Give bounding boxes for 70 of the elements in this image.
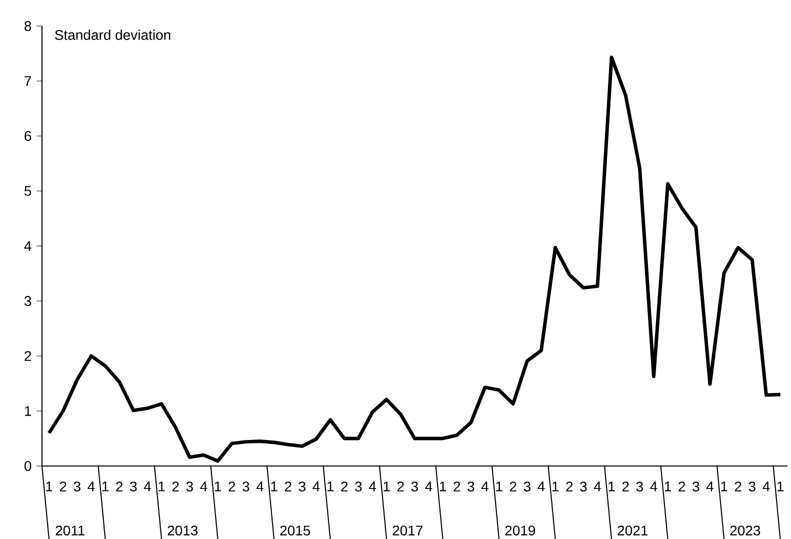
x-tick-label: 3 <box>580 482 587 492</box>
x-tick-label: 3 <box>748 482 756 492</box>
x-tick-label: 4 <box>594 482 601 492</box>
x-tick-label: 3 <box>74 482 80 492</box>
x-tick-label: 2 <box>454 482 460 492</box>
y-tick-label: 1 <box>25 406 32 416</box>
y-tick-label: 7 <box>24 76 32 86</box>
x-tick-label: 3 <box>355 482 362 492</box>
x-tick-label: 1 <box>384 482 390 492</box>
x-tick-label: 3 <box>242 482 250 492</box>
x-tick-label: 3 <box>524 482 530 492</box>
text: 2011 <box>56 526 84 536</box>
x-tick-label: 3 <box>411 482 418 492</box>
y-tick-label: 4 <box>24 241 32 251</box>
x-tick-label: 4 <box>650 482 658 492</box>
y-tick-label: 3 <box>24 296 32 306</box>
x-tick-label: 3 <box>468 482 474 492</box>
x-tick-label: 2 <box>284 482 292 492</box>
x-tick-label: 2 <box>566 482 573 492</box>
x-tick-label: 2 <box>622 482 629 492</box>
y-tick-label: 8 <box>24 21 32 31</box>
x-tick-label: 2 <box>397 482 404 492</box>
x-tick-label: 1 <box>46 482 52 492</box>
x-tick-label: 2 <box>678 482 686 492</box>
y-tick-label: 6 <box>24 131 32 141</box>
x-tick-label: 2 <box>60 482 66 492</box>
x-tick-label: 3 <box>186 482 193 492</box>
x-tick-label: 1 <box>552 482 558 492</box>
x-tick-label: 1 <box>664 482 671 492</box>
x-tick-label: 1 <box>102 482 108 492</box>
text: 2019 <box>505 526 536 536</box>
x-tick-label: 2 <box>734 482 742 492</box>
x-tick-label: 2 <box>510 482 516 492</box>
x-tick-label: 4 <box>368 482 376 492</box>
y-tick-label: 5 <box>24 186 32 196</box>
x-tick-label: 2 <box>116 482 123 492</box>
text: 2015 <box>280 526 310 536</box>
x-tick-label: 1 <box>327 482 334 492</box>
x-tick-label: 4 <box>706 482 714 492</box>
x-tick-label: 1 <box>721 482 728 492</box>
x-tick-label: 1 <box>158 482 165 492</box>
x-tick-label: 1 <box>496 482 502 492</box>
x-tick-label: 2 <box>341 482 348 492</box>
x-tick-label: 3 <box>692 482 700 492</box>
x-tick-label: 1 <box>440 482 446 492</box>
text: 2023 <box>730 526 760 536</box>
x-tick-label: 1 <box>214 482 221 492</box>
x-tick-label: 4 <box>200 482 208 492</box>
text: 2021 <box>618 526 648 536</box>
text: 2013 <box>168 526 198 536</box>
x-tick-label: 4 <box>88 482 95 492</box>
x-tick-label: 4 <box>538 482 545 492</box>
x-tick-label: 4 <box>425 482 432 492</box>
x-tick-label: 3 <box>298 482 306 492</box>
text: 2017 <box>392 526 422 536</box>
x-tick-label: 3 <box>130 482 137 492</box>
x-tick-label: 2 <box>228 482 236 492</box>
x-tick-label: 4 <box>256 482 264 492</box>
x-tick-label: 1 <box>777 482 784 492</box>
x-tick-label: 4 <box>762 482 770 492</box>
x-tick-label: 4 <box>144 482 151 492</box>
x-tick-label: 1 <box>608 482 615 492</box>
x-tick-label: 1 <box>271 482 278 492</box>
x-tick-label: 2 <box>172 482 179 492</box>
y-axis-title: Standard deviation <box>55 30 170 40</box>
x-tick-label: 3 <box>636 482 643 492</box>
x-tick-label: 4 <box>312 482 320 492</box>
x-tick-label: 4 <box>481 482 488 492</box>
y-tick-label: 2 <box>24 351 32 361</box>
y-tick-label: 0 <box>24 461 32 471</box>
